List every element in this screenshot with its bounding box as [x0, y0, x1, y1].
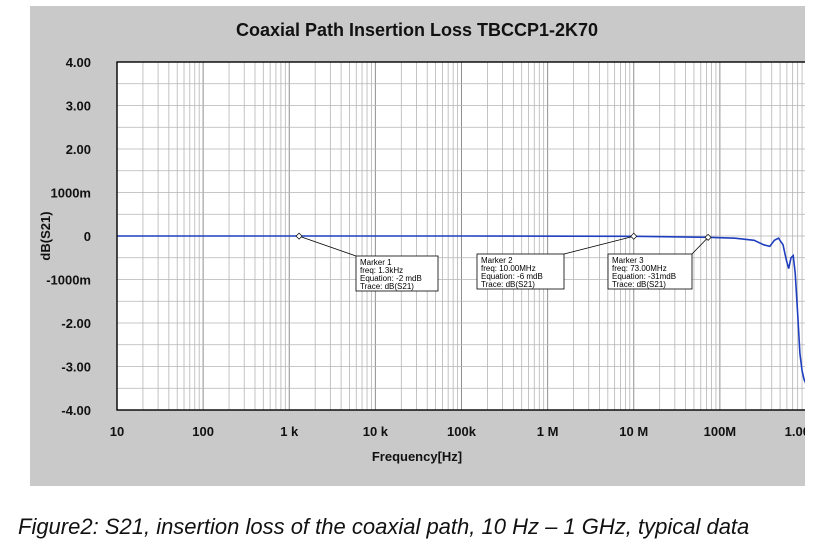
marker-info-text: freq: 1.3kHz — [360, 266, 403, 275]
x-tick-label: 10 k — [363, 424, 389, 439]
marker-info-text: Trace: dB(S21) — [612, 280, 666, 289]
y-tick-label: -1000m — [46, 273, 91, 288]
marker-point — [295, 232, 303, 240]
marker-info-text: Equation: -2 mdB — [360, 274, 422, 283]
y-tick-label: 0 — [84, 229, 91, 244]
y-axis-label: dB(S21) — [38, 211, 53, 260]
marker-info-text: Marker 3 — [612, 256, 644, 265]
x-tick-label: 100k — [447, 424, 477, 439]
x-tick-label: 100 — [192, 424, 214, 439]
marker-info-text: freq: 73.00MHz — [612, 264, 667, 273]
x-tick-label: 1 M — [537, 424, 559, 439]
y-tick-label: -2.00 — [61, 316, 91, 331]
marker-info-text: Marker 1 — [360, 258, 392, 267]
y-tick-label: 4.00 — [66, 55, 91, 70]
s21-chart: Coaxial Path Insertion Loss TBCCP1-2K70 … — [38, 20, 805, 464]
marker-point — [630, 232, 638, 240]
x-axis-label: Frequency[Hz] — [372, 449, 462, 464]
chart-panel: Coaxial Path Insertion Loss TBCCP1-2K70 … — [30, 6, 805, 486]
y-tick-label: 1000m — [51, 186, 91, 201]
y-tick-label: 3.00 — [66, 99, 91, 114]
x-tick-label: 1 k — [280, 424, 299, 439]
series-layer — [117, 235, 805, 384]
marker-info-text: freq: 10.00MHz — [481, 264, 536, 273]
marker-info-box — [355, 255, 439, 292]
x-tick-label: 100M — [704, 424, 737, 439]
marker-leader-line — [691, 237, 709, 255]
marker-info-text: Marker 2 — [481, 256, 513, 265]
series-line-s21 — [117, 235, 805, 384]
plot-border — [116, 61, 805, 411]
figure-caption: Figure2: S21, insertion loss of the coax… — [18, 514, 750, 539]
marker-info-box — [607, 253, 693, 290]
marker-info-text: Equation: -31mdB — [612, 272, 676, 281]
marker-info-text: Trace: dB(S21) — [360, 282, 414, 291]
x-tick-label: 1.000G — [785, 424, 805, 439]
y-tick-label: -3.00 — [61, 360, 91, 375]
marker-point — [704, 233, 712, 241]
x-tick-label: 10 — [110, 424, 124, 439]
marker-info-text: Trace: dB(S21) — [481, 280, 535, 289]
marker-leader-line — [563, 235, 634, 255]
x-tick-label: 10 M — [619, 424, 648, 439]
chart-title: Coaxial Path Insertion Loss TBCCP1-2K70 — [236, 20, 598, 40]
y-tick-label: -4.00 — [61, 403, 91, 418]
tick-labels: 10 100 1 k 10 k 100k 1 M 10 M 100M 1.000G 4.00 3.0… — [46, 55, 805, 439]
marker-info-box — [476, 253, 565, 290]
marker-info-text: Equation: -6 mdB — [481, 272, 543, 281]
marker-leader-line — [298, 235, 357, 257]
y-tick-label: 2.00 — [66, 142, 91, 157]
